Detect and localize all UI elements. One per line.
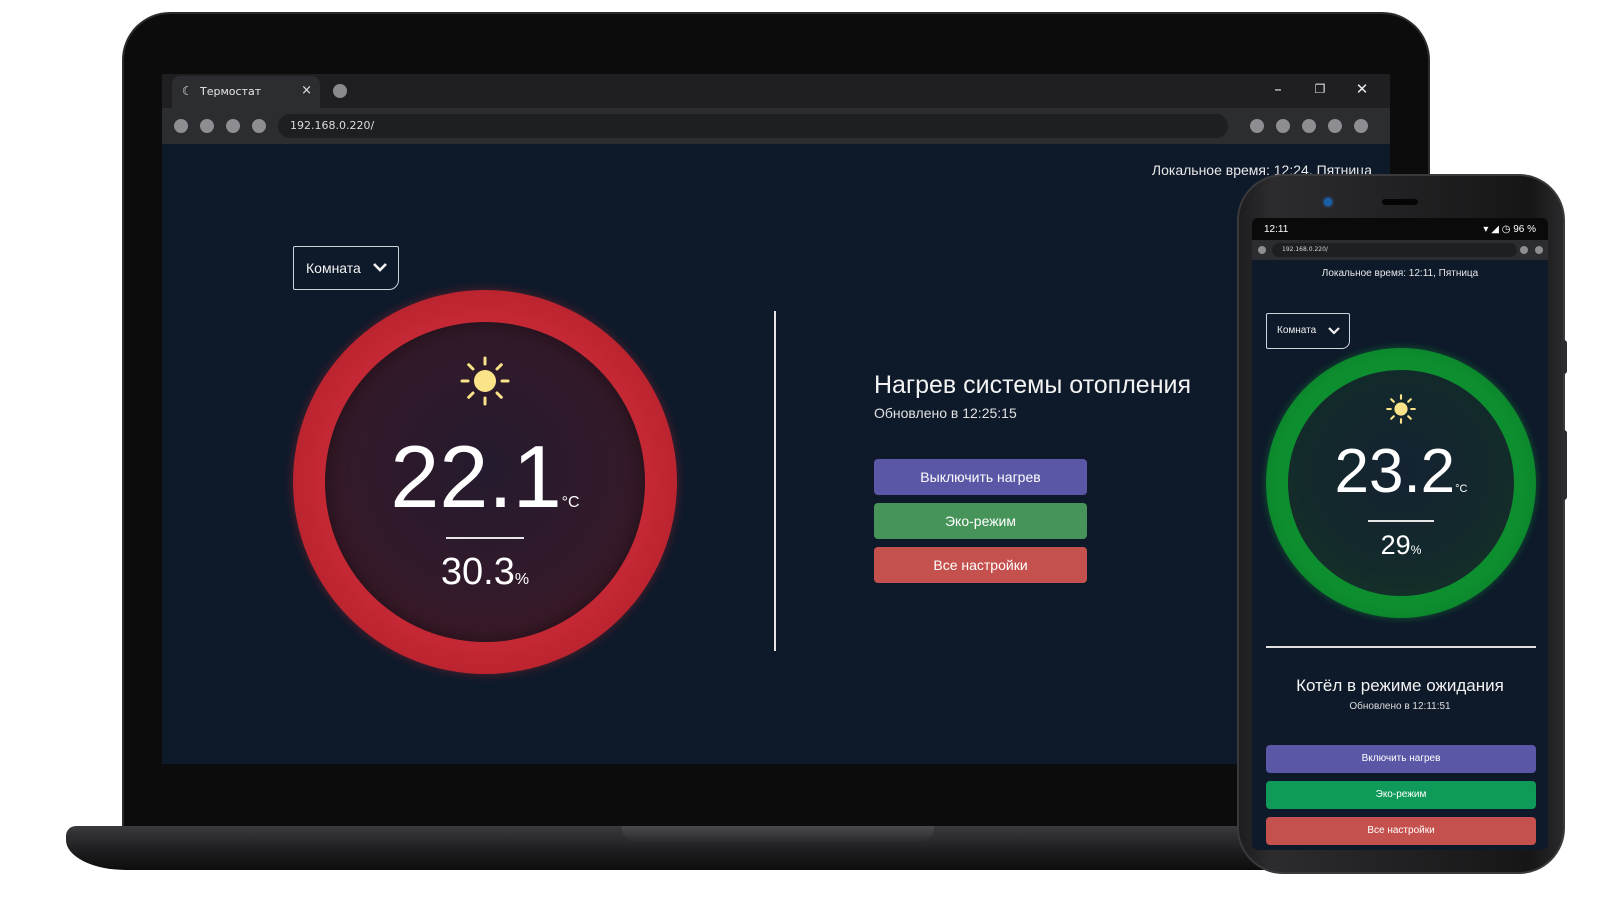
phone-status-bar: 12:11 ▾ ◢ ◷ 96 % (1252, 218, 1548, 240)
close-window-icon[interactable]: ✕ (1355, 80, 1369, 98)
eco-mode-button[interactable]: Эко-режим (874, 503, 1087, 539)
phone-all-settings-button[interactable]: Все настройки (1266, 817, 1536, 845)
humidity-readout: 30.3% (325, 550, 645, 602)
url-field[interactable]: 192.168.0.220/ (278, 114, 1228, 138)
phone-humidity-readout: 29% (1288, 528, 1514, 567)
status-updated: Обновлено в 12:25:15 (874, 405, 1017, 421)
phone-tabs-button[interactable] (1520, 246, 1528, 254)
phone-dial-divider (1368, 520, 1434, 522)
phone-url-field[interactable]: 192.168.0.220/ (1272, 243, 1517, 257)
temperature-readout: 22.1°C (325, 427, 645, 553)
new-tab-button[interactable] (333, 84, 347, 98)
phone-temperature-unit: °C (1455, 483, 1468, 495)
room-select[interactable]: Комната (293, 246, 399, 290)
humidity-unit: % (514, 571, 530, 588)
toolbar-button-4[interactable] (1328, 119, 1342, 133)
phone-camera (1324, 198, 1332, 206)
dial-divider (446, 537, 524, 539)
humidity-value: 30.3 (440, 551, 515, 593)
tab-title: Термостат (200, 85, 262, 98)
reload-button[interactable] (226, 119, 240, 133)
phone-thermostat-dial: 23.2°C 29% (1266, 348, 1536, 618)
phone-status-title: Котёл в режиме ожидания (1296, 676, 1504, 695)
chevron-down-icon (372, 247, 388, 305)
dial-face: 22.1°C 30.3% (325, 322, 645, 642)
phone-status-updated: Обновлено в 12:11:51 (1349, 701, 1451, 712)
phone-temperature-readout: 23.2°C (1288, 436, 1514, 525)
temperature-value: 22.1 (390, 427, 562, 526)
minimize-icon[interactable]: – (1274, 80, 1282, 98)
phone-humidity-unit: % (1410, 543, 1422, 557)
phone-system-icons: ▾ ◢ ◷ 96 % (1483, 224, 1536, 235)
phone-temperature-value: 23.2 (1334, 437, 1456, 506)
forward-button[interactable] (200, 119, 214, 133)
sun-icon (1386, 394, 1416, 424)
phone-menu-button[interactable] (1535, 246, 1543, 254)
temperature-unit: °C (561, 494, 580, 511)
phone-power-button (1561, 340, 1567, 374)
phone-volume-button (1561, 430, 1567, 500)
status-title: Нагрев системы отопления (874, 371, 1192, 399)
toolbar-button-2[interactable] (1276, 119, 1290, 133)
sun-icon (460, 356, 510, 406)
tab-bar: ☾ Термостат × – ❐ ✕ (162, 74, 1390, 108)
moon-icon: ☾ (182, 84, 193, 98)
home-button[interactable] (252, 119, 266, 133)
phone-room-select-label: Комната (1277, 325, 1317, 336)
phone-horizontal-divider (1266, 646, 1536, 648)
phone-address-bar-row: 192.168.0.220/ (1252, 240, 1548, 260)
phone-local-time: Локальное время: 12:11, Пятница (1321, 268, 1479, 279)
thermostat-dial: 22.1°C 30.3% (293, 290, 677, 674)
address-bar-row: 192.168.0.220/ (162, 108, 1390, 144)
phone-home-button[interactable] (1258, 246, 1266, 254)
phone-browser-window: 12:11 ▾ ◢ ◷ 96 % 192.168.0.220/ Локально… (1252, 218, 1548, 850)
signal-icon: ◢ (1491, 224, 1499, 235)
all-settings-button[interactable]: Все настройки (874, 547, 1087, 583)
room-select-label: Комната (306, 260, 361, 276)
battery-level: 96 % (1513, 224, 1536, 235)
chevron-down-icon (1327, 314, 1341, 362)
desktop-browser-window: ☾ Термостат × – ❐ ✕ 192.168.0.220/ Локал… (162, 74, 1390, 764)
menu-button[interactable] (1354, 119, 1368, 133)
phone-dial-face: 23.2°C 29% (1288, 370, 1514, 596)
wifi-icon: ▾ (1483, 224, 1489, 235)
phone-toggle-heating-button[interactable]: Включить нагрев (1266, 745, 1536, 773)
toggle-heating-button[interactable]: Выключить нагрев (874, 459, 1087, 495)
tab-close-icon[interactable]: × (301, 83, 312, 98)
toolbar-button-3[interactable] (1302, 119, 1316, 133)
restore-icon[interactable]: ❐ (1314, 82, 1326, 96)
phone-room-select[interactable]: Комната (1266, 313, 1350, 349)
laptop-notch (622, 826, 934, 842)
phone-humidity-value: 29 (1380, 530, 1411, 560)
toolbar-button-1[interactable] (1250, 119, 1264, 133)
back-button[interactable] (174, 119, 188, 133)
tab-thermostat[interactable]: ☾ Термостат × (172, 76, 320, 108)
alarm-icon: ◷ (1501, 224, 1511, 235)
vertical-divider (774, 311, 776, 651)
phone-clock: 12:11 (1264, 224, 1289, 235)
phone-speaker (1382, 199, 1418, 205)
phone-eco-mode-button[interactable]: Эко-режим (1266, 781, 1536, 809)
